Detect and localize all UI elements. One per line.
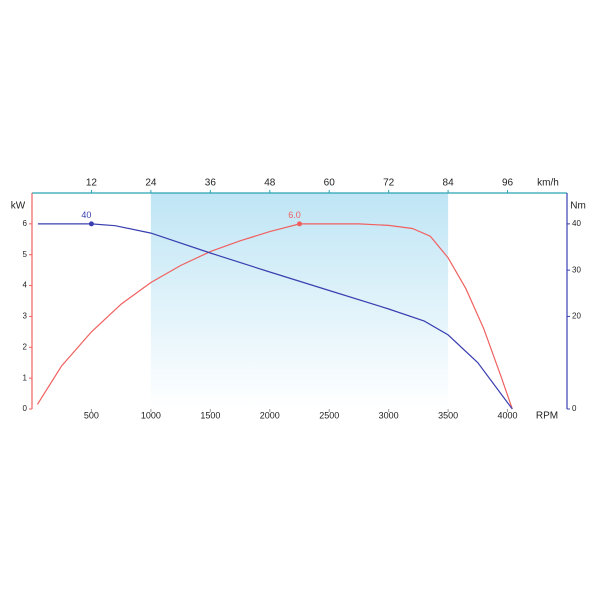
y-tick-label: 4 xyxy=(23,281,28,290)
x2-tick-label: 36 xyxy=(205,178,217,189)
y-tick-label: 0 xyxy=(23,404,28,413)
y-tick-label: 6 xyxy=(23,219,28,228)
x-tick-label: 500 xyxy=(84,410,99,420)
x-axis-label: RPM xyxy=(536,411,558,422)
data-label: 6.0 xyxy=(288,210,301,220)
background-layer xyxy=(150,193,449,409)
x-tick-label: 4000 xyxy=(498,410,518,420)
x-tick-label: 2000 xyxy=(260,410,280,420)
highlight-band xyxy=(150,193,449,409)
x2-tick-label: 24 xyxy=(145,178,157,189)
y2-axis-label: Nm xyxy=(570,201,586,212)
y2-tick-label: 30 xyxy=(572,265,581,274)
y-tick-label: 1 xyxy=(23,373,28,382)
x-tick-label: 3000 xyxy=(379,410,399,420)
y-tick-label: 3 xyxy=(23,312,28,321)
x-tick-label: 2500 xyxy=(319,410,339,420)
y-axis-label: kW xyxy=(11,201,26,212)
x-tick-label: 1000 xyxy=(141,410,161,420)
y2-tick-label: 0 xyxy=(572,404,577,413)
series-line xyxy=(36,223,513,410)
x-tick-label: 1500 xyxy=(200,410,220,420)
x2-tick-label: 72 xyxy=(383,178,395,189)
x-tick-label: 3500 xyxy=(438,410,458,420)
data-label: 40 xyxy=(81,210,91,220)
x2-tick-label: 84 xyxy=(443,178,455,189)
x2-tick-label: 96 xyxy=(502,178,514,189)
data-point xyxy=(297,221,302,227)
x2-axis-label: km/h xyxy=(537,178,559,189)
x2-tick-label: 60 xyxy=(324,178,336,189)
data-point xyxy=(88,221,94,227)
x2-tick-label: 48 xyxy=(264,178,276,189)
y2-tick-label: 40 xyxy=(572,219,581,228)
y-tick-label: 2 xyxy=(23,342,28,351)
y2-tick-label: 20 xyxy=(572,312,581,321)
y-tick-label: 5 xyxy=(23,250,28,259)
series-line xyxy=(37,223,513,410)
x2-tick-label: 12 xyxy=(86,178,98,189)
